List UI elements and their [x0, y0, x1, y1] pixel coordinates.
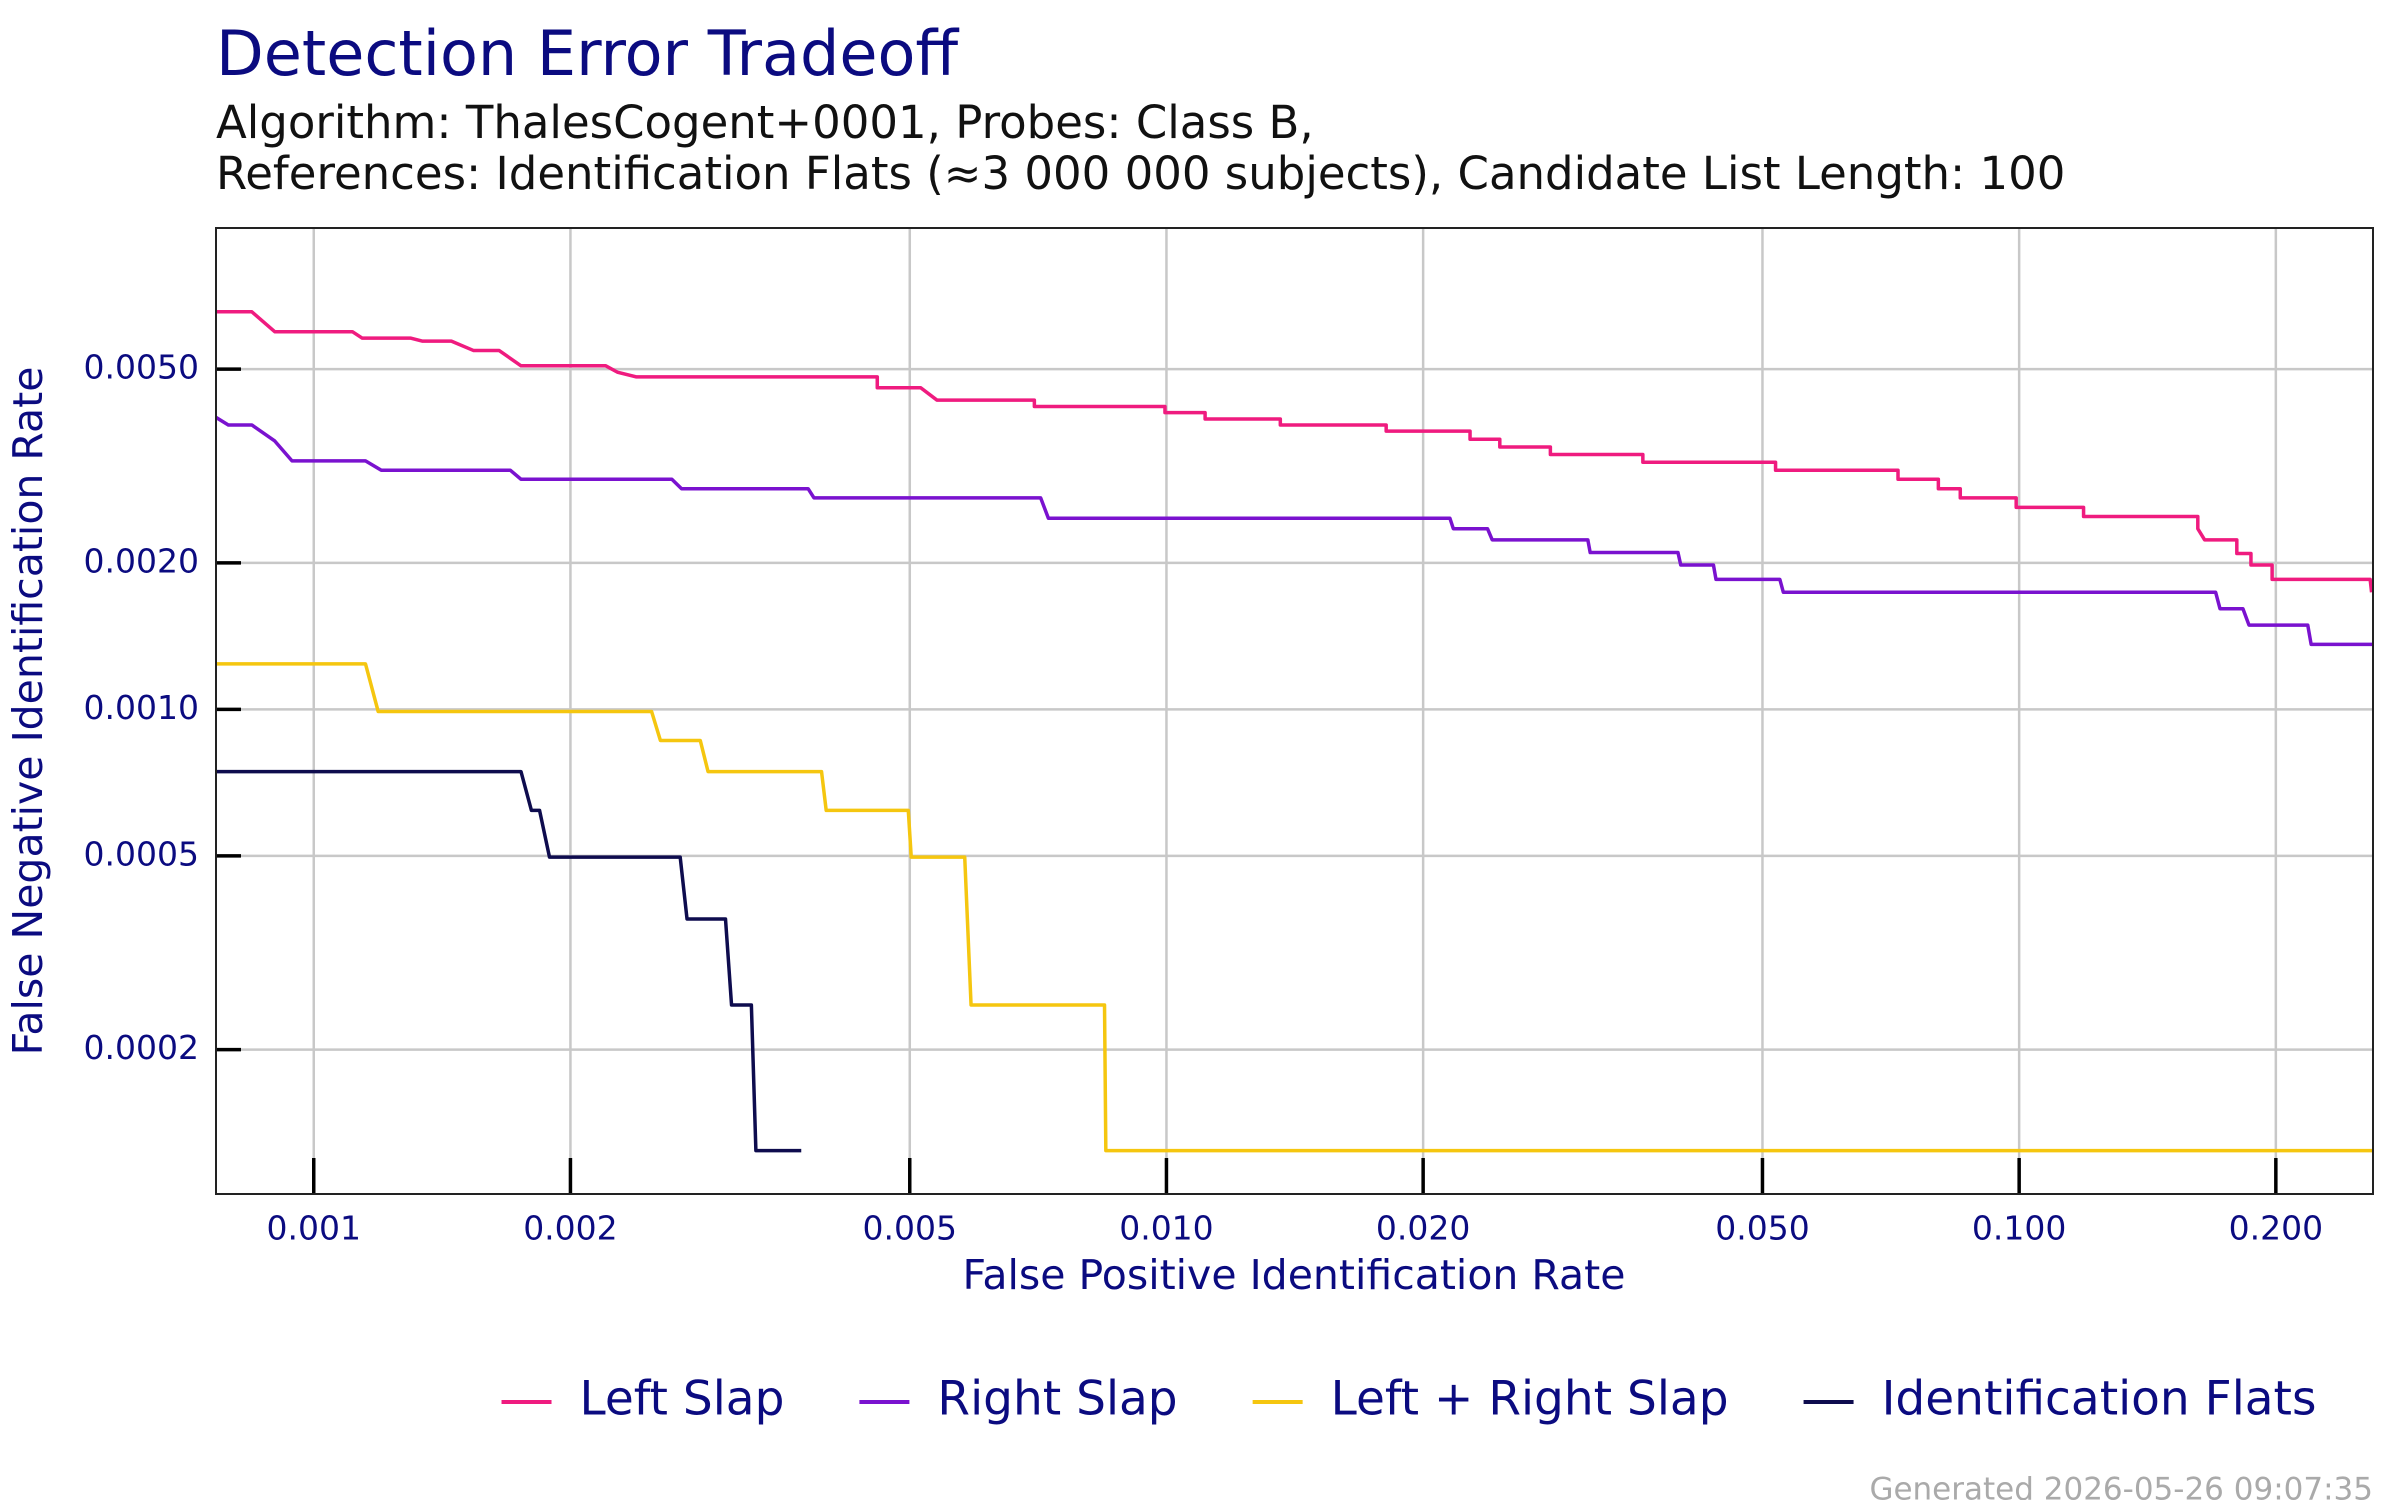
x-tick-label: 0.020 [1376, 1209, 1470, 1248]
x-tick-label: 0.050 [1715, 1209, 1809, 1248]
y-tick-label: 0.0050 [84, 348, 199, 387]
legend: Left Slap Right Slap Left + Right Slap Iden… [501, 1372, 2317, 1427]
x-tick-label: 0.200 [2229, 1209, 2323, 1248]
footnote: Generated 2026-05-26 09:07:35 [1869, 1472, 2373, 1500]
x-tick-label: 0.002 [523, 1209, 617, 1248]
x-tick-label: 0.100 [1972, 1209, 2066, 1248]
y-tick-label: 0.0002 [84, 1028, 199, 1067]
y-tick-label: 0.0005 [84, 834, 199, 873]
legend-label: Left + Right Slap [1331, 1372, 1729, 1427]
legend-label: Identification Flats [1882, 1372, 2317, 1427]
chart-title: Detection Error Tradeoff [216, 17, 959, 90]
y-axis-label: False Negative Identification Rate [4, 367, 52, 1056]
series-line [216, 662, 2373, 1153]
chart-subtitle: Algorithm: ThalesCogent+0001, Probes: Cl… [216, 96, 1314, 149]
series-line [216, 415, 2373, 647]
x-tick-label: 0.005 [863, 1209, 957, 1248]
series-line [216, 310, 2373, 593]
y-tick-label: 0.0010 [84, 688, 199, 727]
chart-subtitle: References: Identification Flats (≈3 000… [216, 147, 2065, 200]
series-line [216, 769, 802, 1153]
legend-label: Left Slap [580, 1372, 785, 1427]
plot-frame [215, 227, 2374, 1195]
y-tick-label: 0.0020 [84, 541, 199, 580]
x-tick-label: 0.001 [267, 1209, 361, 1248]
x-axis-label: False Positive Identification Rate [963, 1251, 1626, 1299]
legend-label: Right Slap [937, 1372, 1177, 1427]
x-tick-label: 0.010 [1119, 1209, 1213, 1248]
